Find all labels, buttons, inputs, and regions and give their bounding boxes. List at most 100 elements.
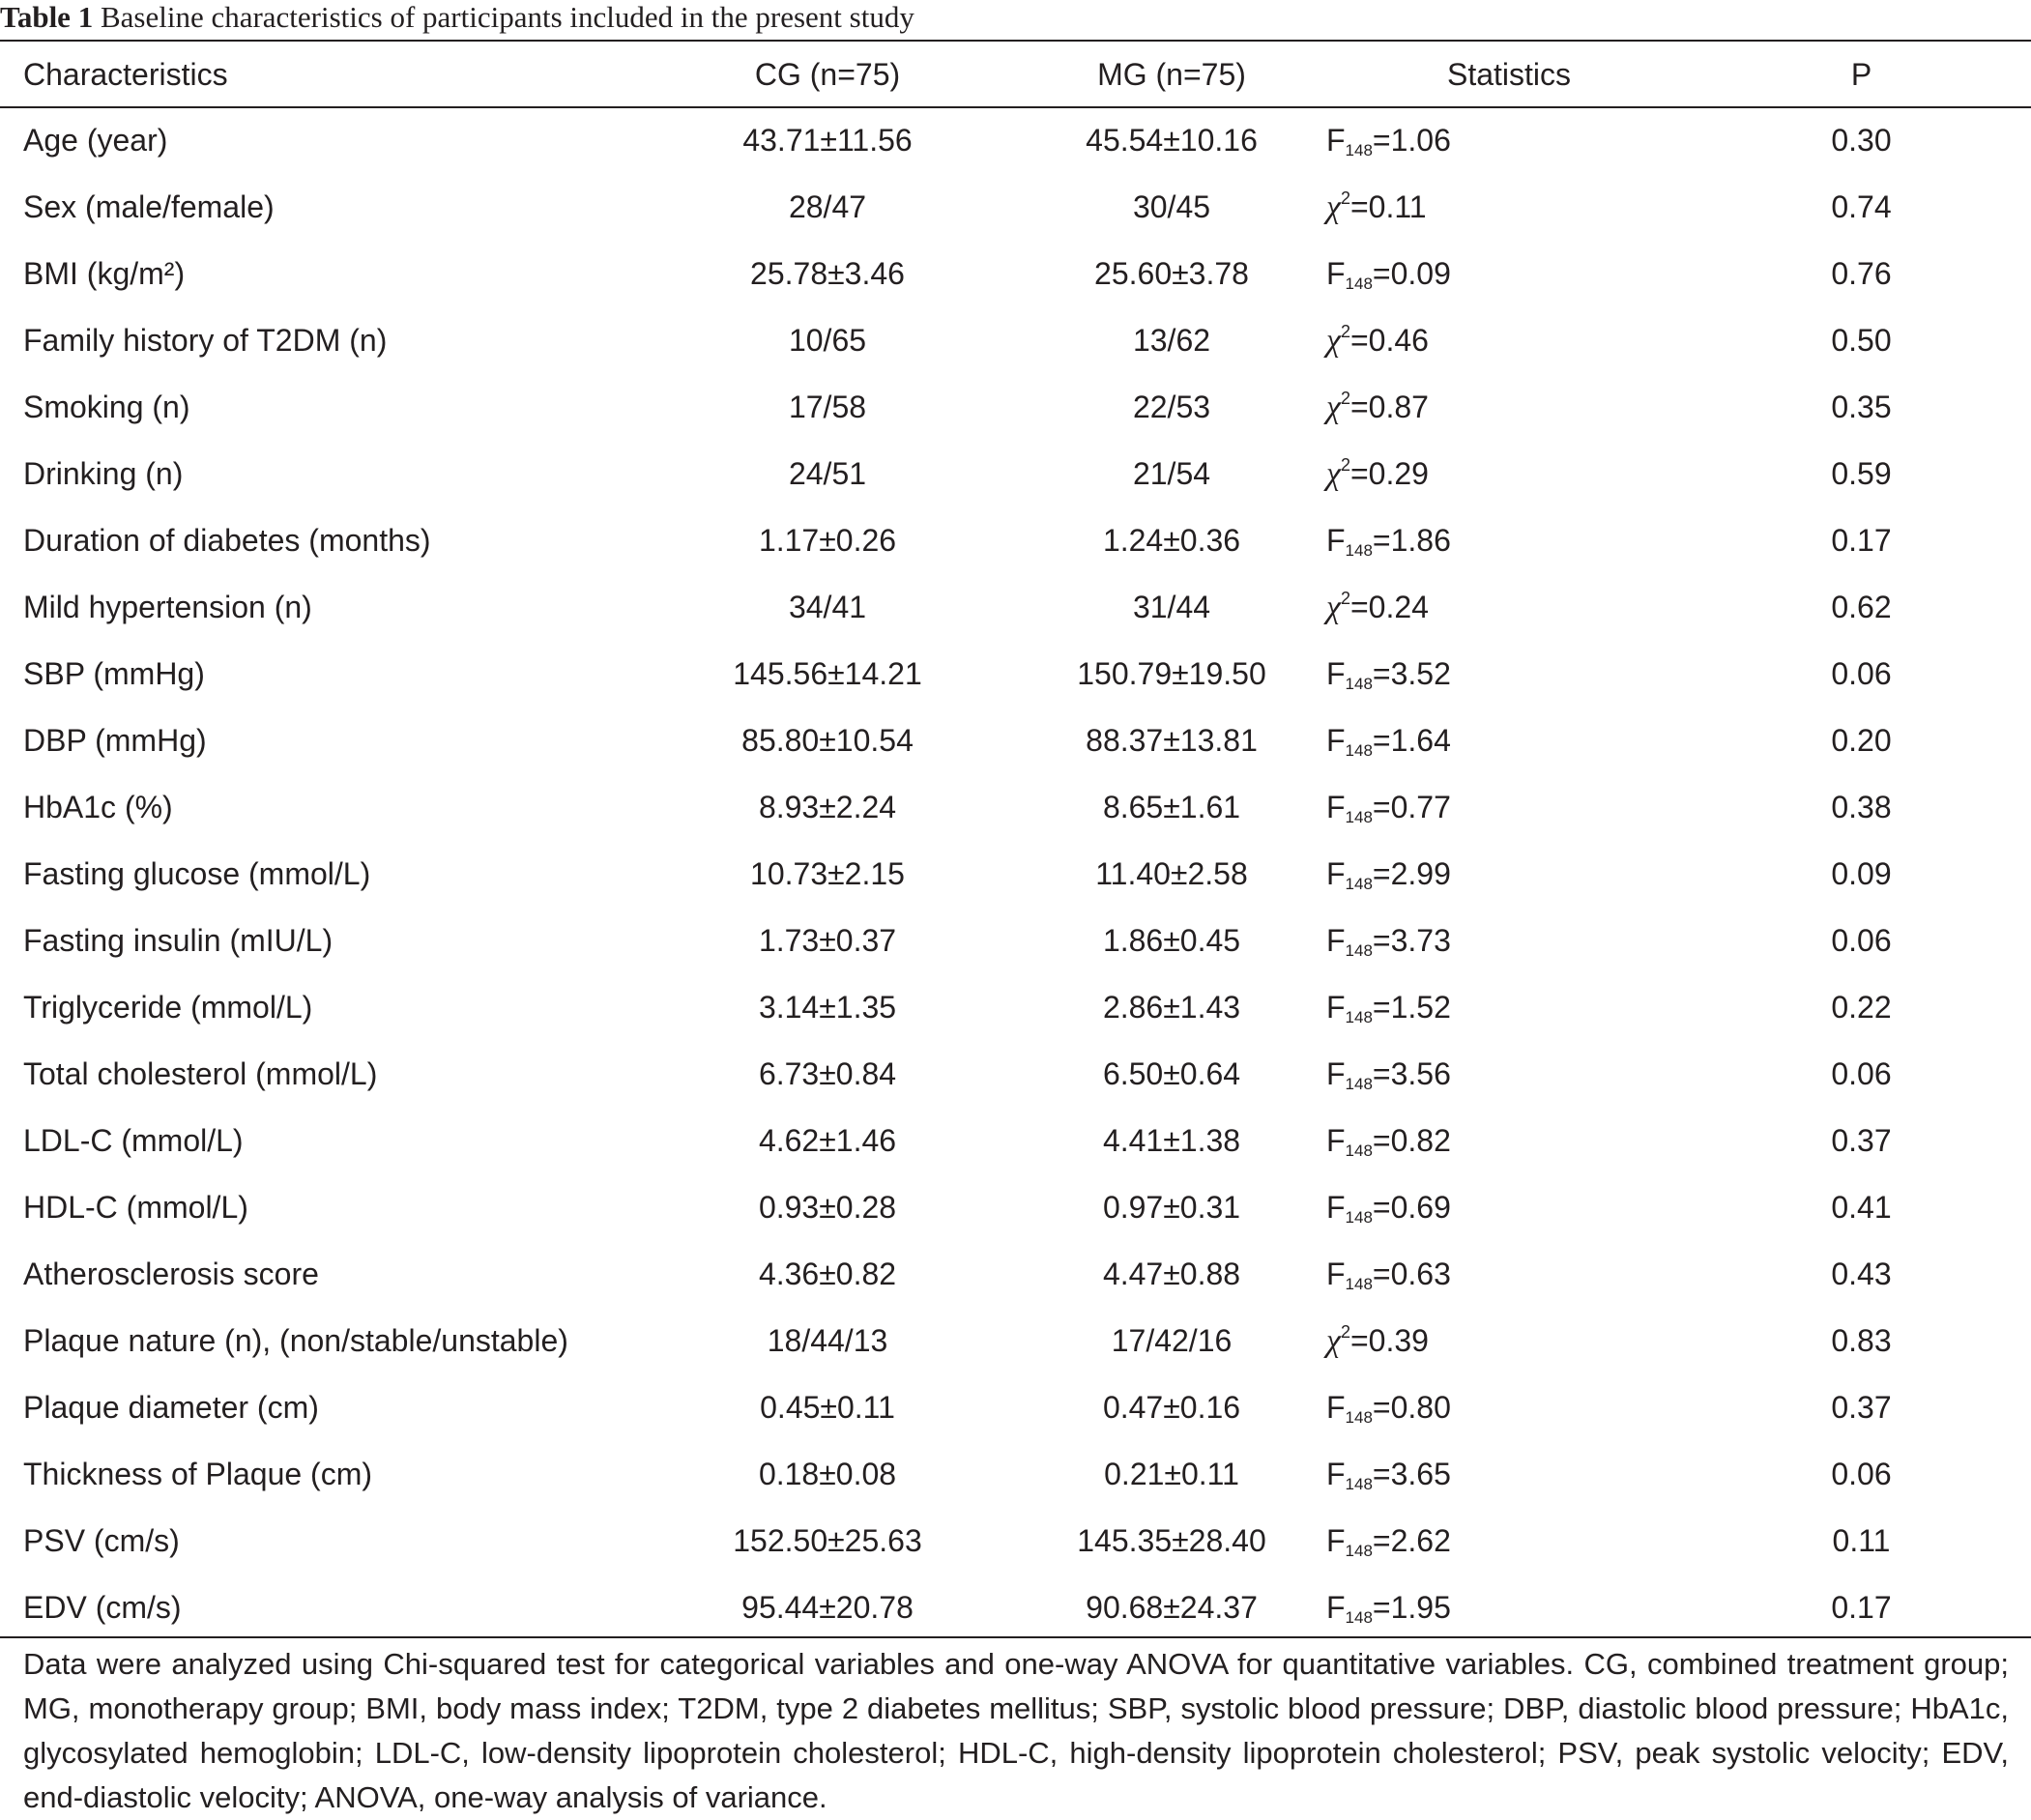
table-row: Sex (male/female) 28/47 30/45 χ2=0.11 0.74 [0,174,2031,241]
chi-exponent: 2 [1340,588,1350,608]
f-symbol: F [1326,1190,1346,1225]
statistic-cell: F148=2.99 [1326,841,1692,908]
table-caption: Table 1 Baseline characteristics of part… [0,0,2031,39]
table-body: Age (year) 43.71±11.56 45.54±10.16 F148=1.0… [0,107,2031,1641]
statistic-value: =0.24 [1349,589,1429,624]
statistic-value: =3.65 [1372,1457,1451,1491]
characteristic-cell: Atherosclerosis score [23,1257,319,1291]
statistic-cell: F148=3.56 [1326,1041,1692,1108]
p-value-cell: 0.62 [1831,590,1892,624]
chi-symbol: χ [1326,188,1341,225]
p-value-cell: 0.06 [1831,1056,1892,1091]
degrees-of-freedom: 148 [1345,141,1373,159]
degrees-of-freedom: 148 [1345,1275,1373,1293]
bottom-rule [0,1636,2031,1638]
chi-symbol: χ [1326,389,1341,425]
statistic-value: =0.09 [1372,256,1451,291]
statistic-value: =0.39 [1349,1322,1429,1358]
degrees-of-freedom: 148 [1345,675,1373,693]
header-characteristics: Characteristics [23,56,228,92]
cg-value-cell: 25.78±3.46 [750,256,905,291]
statistic-cell: χ2=0.87 [1326,374,1692,441]
mg-value-cell: 11.40±2.58 [1095,856,1248,891]
degrees-of-freedom: 148 [1345,1475,1373,1493]
characteristic-cell: Plaque nature (n), (non/stable/unstable) [23,1323,568,1358]
statistic-cell: F148=0.80 [1326,1374,1692,1441]
degrees-of-freedom: 148 [1345,1141,1373,1160]
table-row: SBP (mmHg) 145.56±14.21 150.79±19.50 F148=3… [0,641,2031,708]
p-value-cell: 0.83 [1831,1323,1892,1358]
mg-value-cell: 0.47±0.16 [1102,1390,1241,1425]
f-symbol: F [1326,123,1346,158]
cg-value-cell: 18/44/13 [767,1323,888,1358]
statistic-cell: F148=1.86 [1326,507,1692,574]
chi-symbol: χ [1326,455,1341,492]
statistic-value: =1.52 [1372,990,1451,1025]
f-symbol: F [1326,1123,1346,1158]
cg-value-cell: 0.93±0.28 [758,1190,897,1225]
statistic-value: =3.56 [1372,1056,1451,1091]
statistic-cell: F148=1.52 [1326,974,1692,1041]
mg-value-cell: 30/45 [1132,189,1211,224]
chi-exponent: 2 [1340,321,1350,341]
characteristic-cell: Family history of T2DM (n) [23,323,388,358]
f-symbol: F [1326,656,1346,691]
statistic-cell: χ2=0.29 [1326,441,1692,507]
f-symbol: F [1326,256,1346,291]
characteristic-cell: EDV (cm/s) [23,1590,182,1625]
statistic-cell: F148=2.62 [1326,1508,1692,1574]
f-symbol: F [1326,856,1346,891]
f-symbol: F [1326,723,1346,758]
statistic-cell: F148=1.95 [1326,1574,1692,1641]
table-row: EDV (cm/s) 95.44±20.78 90.68±24.37 F148=1.9… [0,1574,2031,1641]
statistic-value: =1.06 [1372,123,1451,158]
table-row: Thickness of Plaque (cm) 0.18±0.08 0.21±0.… [0,1441,2031,1508]
chi-symbol: χ [1326,589,1341,625]
cg-value-cell: 10.73±2.15 [750,856,905,891]
mg-value-cell: 22/53 [1132,390,1211,424]
mg-value-cell: 1.86±0.45 [1102,923,1241,958]
characteristic-cell: Drinking (n) [23,456,184,491]
table-row: Age (year) 43.71±11.56 45.54±10.16 F148=1.0… [0,107,2031,174]
chi-exponent: 2 [1340,454,1350,475]
p-value-cell: 0.06 [1831,923,1892,958]
table-row: Fasting glucose (mmol/L) 10.73±2.15 11.40±… [0,841,2031,908]
table-row: PSV (cm/s) 152.50±25.63 145.35±28.40 F148=2… [0,1508,2031,1574]
characteristic-cell: Fasting glucose (mmol/L) [23,856,371,891]
mg-value-cell: 31/44 [1132,590,1211,624]
table-row: Plaque diameter (cm) 0.45±0.11 0.47±0.16 F1… [0,1374,2031,1441]
header-cg: CG (n=75) [754,56,901,92]
p-value-cell: 0.74 [1831,189,1892,224]
degrees-of-freedom: 148 [1345,1208,1373,1227]
mg-value-cell: 0.97±0.31 [1102,1190,1241,1225]
chi-exponent: 2 [1340,1321,1350,1342]
p-value-cell: 0.11 [1832,1523,1891,1558]
table-row: Triglyceride (mmol/L) 3.14±1.35 2.86±1.43 F… [0,974,2031,1041]
characteristic-cell: HbA1c (%) [23,790,173,824]
cg-value-cell: 4.62±1.46 [758,1123,897,1158]
mg-value-cell: 145.35±28.40 [1077,1523,1266,1558]
characteristic-cell: DBP (mmHg) [23,723,207,758]
characteristic-cell: Triglyceride (mmol/L) [23,990,313,1025]
characteristic-cell: LDL-C (mmol/L) [23,1123,244,1158]
table-title: Baseline characteristics of participants… [100,0,914,34]
p-value-cell: 0.06 [1831,1457,1892,1491]
characteristic-cell: SBP (mmHg) [23,656,205,691]
p-value-cell: 0.35 [1831,390,1892,424]
characteristic-cell: Sex (male/female) [23,189,275,224]
cg-value-cell: 95.44±20.78 [741,1590,914,1625]
statistic-value: =1.64 [1372,723,1451,758]
header-mg: MG (n=75) [1097,56,1246,92]
mg-value-cell: 0.21±0.11 [1104,1457,1239,1491]
statistic-cell: χ2=0.11 [1326,174,1692,241]
statistic-value: =0.87 [1349,389,1429,424]
table-row: Plaque nature (n), (non/stable/unstable)… [0,1308,2031,1374]
p-value-cell: 0.06 [1831,656,1892,691]
cg-value-cell: 1.73±0.37 [758,923,897,958]
f-symbol: F [1326,1590,1346,1625]
statistic-cell: F148=0.69 [1326,1174,1692,1241]
cg-value-cell: 145.56±14.21 [733,656,922,691]
table-row: Drinking (n) 24/51 21/54 χ2=0.29 0.59 [0,441,2031,507]
cg-value-cell: 24/51 [788,456,867,491]
degrees-of-freedom: 148 [1345,1408,1373,1427]
